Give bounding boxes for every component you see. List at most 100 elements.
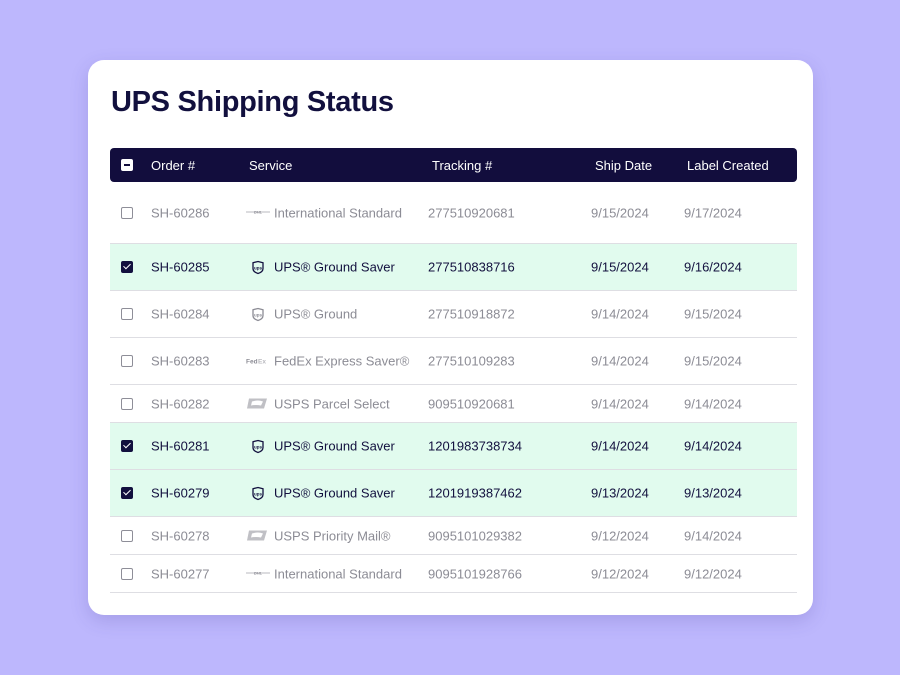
order-number: SH-60282 bbox=[151, 396, 210, 411]
row-checkbox[interactable] bbox=[121, 355, 133, 367]
label-created-date: 9/15/2024 bbox=[684, 306, 742, 322]
svg-text:ups: ups bbox=[254, 444, 262, 449]
order-number: SH-60285 bbox=[151, 259, 210, 275]
table-row[interactable]: SH-60278 USPS Priority Mail® 9095101029382… bbox=[110, 517, 797, 555]
ship-date: 9/15/2024 bbox=[591, 259, 649, 275]
shipping-status-card: UPS Shipping Status Order # Service Trac… bbox=[88, 60, 813, 615]
tracking-number[interactable]: 9095101029382 bbox=[428, 528, 522, 543]
table-row[interactable]: SH-60283 Fed Ex FedEx Express Saver® 2775101… bbox=[110, 338, 797, 385]
ups-logo-icon: ups bbox=[246, 307, 274, 321]
order-number: SH-60286 bbox=[151, 205, 210, 220]
service-cell: DHL International Standard bbox=[246, 205, 402, 220]
ship-date: 9/14/2024 bbox=[591, 396, 649, 411]
order-number: SH-60284 bbox=[151, 306, 210, 322]
ups-logo-icon: ups bbox=[252, 439, 264, 453]
label-created-date: 9/16/2024 bbox=[684, 259, 742, 275]
tracking-number[interactable]: 277510920681 bbox=[428, 205, 515, 220]
tracking-number[interactable]: 1201919387462 bbox=[428, 485, 522, 501]
ups-logo-icon: ups bbox=[246, 260, 274, 274]
dhl-logo-icon: DHL bbox=[246, 206, 274, 220]
order-number: SH-60277 bbox=[151, 566, 210, 581]
svg-text:Fed: Fed bbox=[246, 358, 258, 365]
label-created-date: 9/14/2024 bbox=[684, 528, 742, 543]
tracking-number[interactable]: 1201983738734 bbox=[428, 438, 522, 454]
ups-logo-icon: ups bbox=[252, 486, 264, 500]
table-header: Order # Service Tracking # Ship Date Lab… bbox=[110, 148, 797, 182]
column-tracking[interactable]: Tracking # bbox=[432, 158, 493, 173]
ship-date: 9/12/2024 bbox=[591, 566, 649, 581]
ship-date: 9/15/2024 bbox=[591, 205, 649, 220]
service-name: International Standard bbox=[274, 205, 402, 220]
ups-logo-icon: ups bbox=[252, 260, 264, 274]
order-number: SH-60279 bbox=[151, 485, 210, 501]
usps-logo-icon bbox=[247, 530, 267, 541]
row-checkbox[interactable] bbox=[121, 529, 133, 542]
ship-date: 9/14/2024 bbox=[591, 438, 649, 454]
svg-text:DHL: DHL bbox=[254, 210, 263, 215]
row-checkbox[interactable] bbox=[121, 440, 133, 452]
service-cell: USPS Parcel Select bbox=[246, 396, 390, 411]
select-all-checkbox[interactable] bbox=[121, 159, 133, 171]
ship-date: 9/12/2024 bbox=[591, 528, 649, 543]
tracking-number[interactable]: 277510918872 bbox=[428, 306, 515, 322]
svg-text:ups: ups bbox=[254, 312, 262, 317]
label-created-date: 9/14/2024 bbox=[684, 438, 742, 454]
ups-logo-icon: ups bbox=[246, 439, 274, 453]
table-row[interactable]: SH-60284 ups UPS® Ground 277510918872 9/14/2… bbox=[110, 291, 797, 338]
row-checkbox[interactable] bbox=[121, 261, 133, 273]
svg-text:ups: ups bbox=[254, 265, 262, 270]
table-row[interactable]: SH-60279 ups UPS® Ground Saver 120191938746… bbox=[110, 470, 797, 517]
usps-logo-icon bbox=[246, 529, 274, 543]
service-cell: ups UPS® Ground Saver bbox=[246, 439, 395, 454]
shipments-table: Order # Service Tracking # Ship Date Lab… bbox=[110, 148, 797, 593]
service-cell: Fed Ex FedEx Express Saver® bbox=[246, 354, 409, 369]
label-created-date: 9/17/2024 bbox=[684, 205, 742, 220]
service-name: UPS® Ground Saver bbox=[274, 485, 395, 501]
tracking-number[interactable]: 9095101928766 bbox=[428, 566, 522, 581]
ship-date: 9/13/2024 bbox=[591, 485, 649, 501]
tracking-number[interactable]: 277510838716 bbox=[428, 259, 515, 275]
table-row[interactable]: SH-60281 ups UPS® Ground Saver 120198373873… bbox=[110, 423, 797, 470]
tracking-number[interactable]: 909510920681 bbox=[428, 396, 515, 411]
svg-text:Ex: Ex bbox=[258, 358, 266, 365]
service-cell: ups UPS® Ground bbox=[246, 307, 357, 322]
order-number: SH-60281 bbox=[151, 438, 210, 454]
order-number: SH-60278 bbox=[151, 528, 210, 543]
column-ship-date[interactable]: Ship Date bbox=[595, 158, 653, 173]
order-number: SH-60283 bbox=[151, 353, 210, 369]
service-cell: DHL International Standard bbox=[246, 566, 402, 581]
row-checkbox[interactable] bbox=[121, 206, 133, 219]
service-name: International Standard bbox=[274, 566, 402, 581]
tracking-number[interactable]: 277510109283 bbox=[428, 353, 515, 369]
dhl-logo-icon: DHL bbox=[246, 571, 270, 576]
ship-date: 9/14/2024 bbox=[591, 353, 649, 369]
service-name: UPS® Ground bbox=[274, 306, 358, 322]
table-row[interactable]: SH-60277 DHL International Standard 9095101… bbox=[110, 555, 797, 593]
service-cell: ups UPS® Ground Saver bbox=[246, 486, 395, 501]
table-body: SH-60286 DHL International Standard 2775109… bbox=[110, 182, 797, 593]
row-checkbox[interactable] bbox=[121, 308, 133, 320]
row-checkbox[interactable] bbox=[121, 567, 133, 580]
column-label-created[interactable]: Label Created bbox=[687, 158, 769, 173]
label-created-date: 9/15/2024 bbox=[684, 353, 742, 369]
table-row[interactable]: SH-60282 USPS Parcel Select 909510920681 9/… bbox=[110, 385, 797, 423]
usps-logo-icon bbox=[247, 398, 267, 409]
row-checkbox[interactable] bbox=[121, 397, 133, 410]
service-name: FedEx Express Saver® bbox=[274, 353, 410, 369]
service-cell: USPS Priority Mail® bbox=[246, 528, 391, 543]
dhl-logo-icon: DHL bbox=[246, 210, 270, 215]
row-checkbox[interactable] bbox=[121, 487, 133, 499]
fedex-logo-icon: Fed Ex bbox=[246, 358, 266, 365]
usps-logo-icon bbox=[246, 397, 274, 411]
table-row[interactable]: SH-60286 DHL International Standard 2775109… bbox=[110, 182, 797, 244]
column-service[interactable]: Service bbox=[249, 158, 293, 173]
service-name: UPS® Ground Saver bbox=[274, 259, 395, 275]
label-created-date: 9/12/2024 bbox=[684, 566, 742, 581]
fedex-logo-icon: Fed Ex bbox=[246, 354, 274, 368]
label-created-date: 9/13/2024 bbox=[684, 485, 742, 501]
column-order[interactable]: Order # bbox=[151, 158, 196, 173]
svg-text:ups: ups bbox=[254, 491, 262, 496]
table-row[interactable]: SH-60285 ups UPS® Ground Saver 277510838716… bbox=[110, 244, 797, 291]
service-name: USPS Parcel Select bbox=[274, 396, 390, 411]
svg-text:DHL: DHL bbox=[254, 571, 263, 576]
